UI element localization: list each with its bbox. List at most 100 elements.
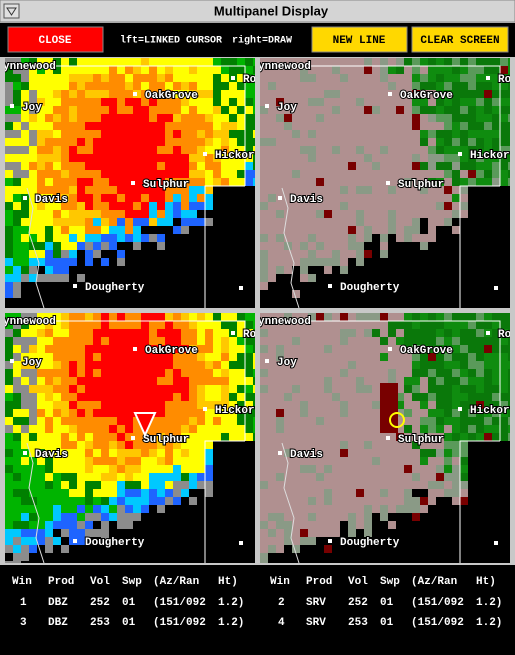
radar-cell <box>101 178 109 186</box>
radar-cell <box>189 130 197 138</box>
radar-cell <box>117 114 125 122</box>
table-cell: DBZ <box>48 597 68 609</box>
radar-cell <box>444 345 452 353</box>
radar-cell <box>284 162 292 170</box>
radar-cell <box>468 154 476 162</box>
radar-cell <box>412 425 420 433</box>
radar-cell <box>5 66 13 74</box>
radar-cell <box>45 441 53 449</box>
radar-cell <box>276 369 284 377</box>
radar-cell <box>21 497 29 505</box>
radar-cell <box>348 130 356 138</box>
radar-cell <box>268 361 276 369</box>
radar-cell <box>436 321 444 329</box>
radar-cell <box>5 401 13 409</box>
radar-cell <box>308 122 316 130</box>
radar-cell <box>372 369 380 377</box>
radar-cell <box>372 329 380 337</box>
radar-cell <box>133 74 141 82</box>
radar-cell <box>253 425 255 433</box>
radar-cell <box>444 425 452 433</box>
radar-cell <box>332 218 340 226</box>
radar-cell <box>181 313 189 321</box>
radar-cell <box>396 162 404 170</box>
radar-cell <box>157 130 165 138</box>
radar-cell <box>452 138 460 146</box>
radar-cell <box>324 170 332 178</box>
radar-cell <box>189 425 197 433</box>
radar-cell <box>197 186 205 194</box>
radar-cell <box>157 194 165 202</box>
radar-panel: ynnewoodJoyOakGroveHickorRoSulphurDavisD… <box>5 313 255 563</box>
radar-cell <box>117 497 125 505</box>
radar-cell <box>324 234 332 242</box>
radar-cell <box>61 481 69 489</box>
radar-cell <box>308 457 316 465</box>
radar-cell <box>500 146 508 154</box>
radar-cell <box>101 529 109 537</box>
radar-cell <box>340 186 348 194</box>
radar-cell <box>93 321 101 329</box>
radar-cell <box>324 106 332 114</box>
radar-cell <box>444 409 452 417</box>
radar-cell <box>356 337 364 345</box>
radar-cell <box>149 425 157 433</box>
radar-cell <box>324 122 332 130</box>
radar-cell <box>45 258 53 266</box>
radar-cell <box>197 449 205 457</box>
radar-cell <box>484 353 492 361</box>
radar-cell <box>5 210 13 218</box>
radar-cell <box>181 106 189 114</box>
close-button[interactable] <box>7 26 104 53</box>
radar-cell <box>316 313 324 321</box>
radar-cell <box>173 425 181 433</box>
radar-cell <box>316 409 324 417</box>
radar-cell <box>21 226 29 234</box>
radar-cell <box>308 369 316 377</box>
radar-cell <box>332 210 340 218</box>
radar-cell <box>29 425 37 433</box>
radar-cell <box>101 393 109 401</box>
radar-cell <box>484 361 492 369</box>
radar-cell <box>468 66 476 74</box>
radar-cell <box>5 106 13 114</box>
new-line-button[interactable] <box>311 26 408 53</box>
radar-cell <box>221 417 229 425</box>
radar-cell <box>388 194 396 202</box>
radar-cell <box>205 329 213 337</box>
radar-cell <box>173 74 181 82</box>
radar-cell <box>189 441 197 449</box>
radar-cell <box>428 202 436 210</box>
radar-cell <box>165 210 173 218</box>
radar-cell <box>165 114 173 122</box>
radar-cell <box>53 441 61 449</box>
radar-cell <box>436 186 444 194</box>
clear-screen-button[interactable] <box>411 26 509 53</box>
radar-cell <box>125 194 133 202</box>
radar-cell <box>149 497 157 505</box>
radar-cell <box>412 385 420 393</box>
radar-cell <box>29 122 37 130</box>
radar-cell <box>181 178 189 186</box>
radar-cell <box>181 369 189 377</box>
radar-cell <box>452 98 460 106</box>
radar-cell <box>149 393 157 401</box>
radar-cell <box>508 122 510 130</box>
radar-cell <box>356 202 364 210</box>
radar-cell <box>133 162 141 170</box>
radar-cell <box>300 481 308 489</box>
radar-cell <box>396 194 404 202</box>
radar-cell <box>149 106 157 114</box>
radar-cell <box>260 258 268 266</box>
radar-cell <box>332 529 340 537</box>
radar-cell <box>332 74 340 82</box>
radar-cell <box>356 441 364 449</box>
radar-cell <box>245 369 253 377</box>
radar-cell <box>332 178 340 186</box>
radar-cell <box>85 313 93 321</box>
radar-cell <box>308 242 316 250</box>
radar-cell <box>117 194 125 202</box>
radar-cell <box>300 361 308 369</box>
radar-cell <box>101 58 109 66</box>
radar-cell <box>436 313 444 321</box>
